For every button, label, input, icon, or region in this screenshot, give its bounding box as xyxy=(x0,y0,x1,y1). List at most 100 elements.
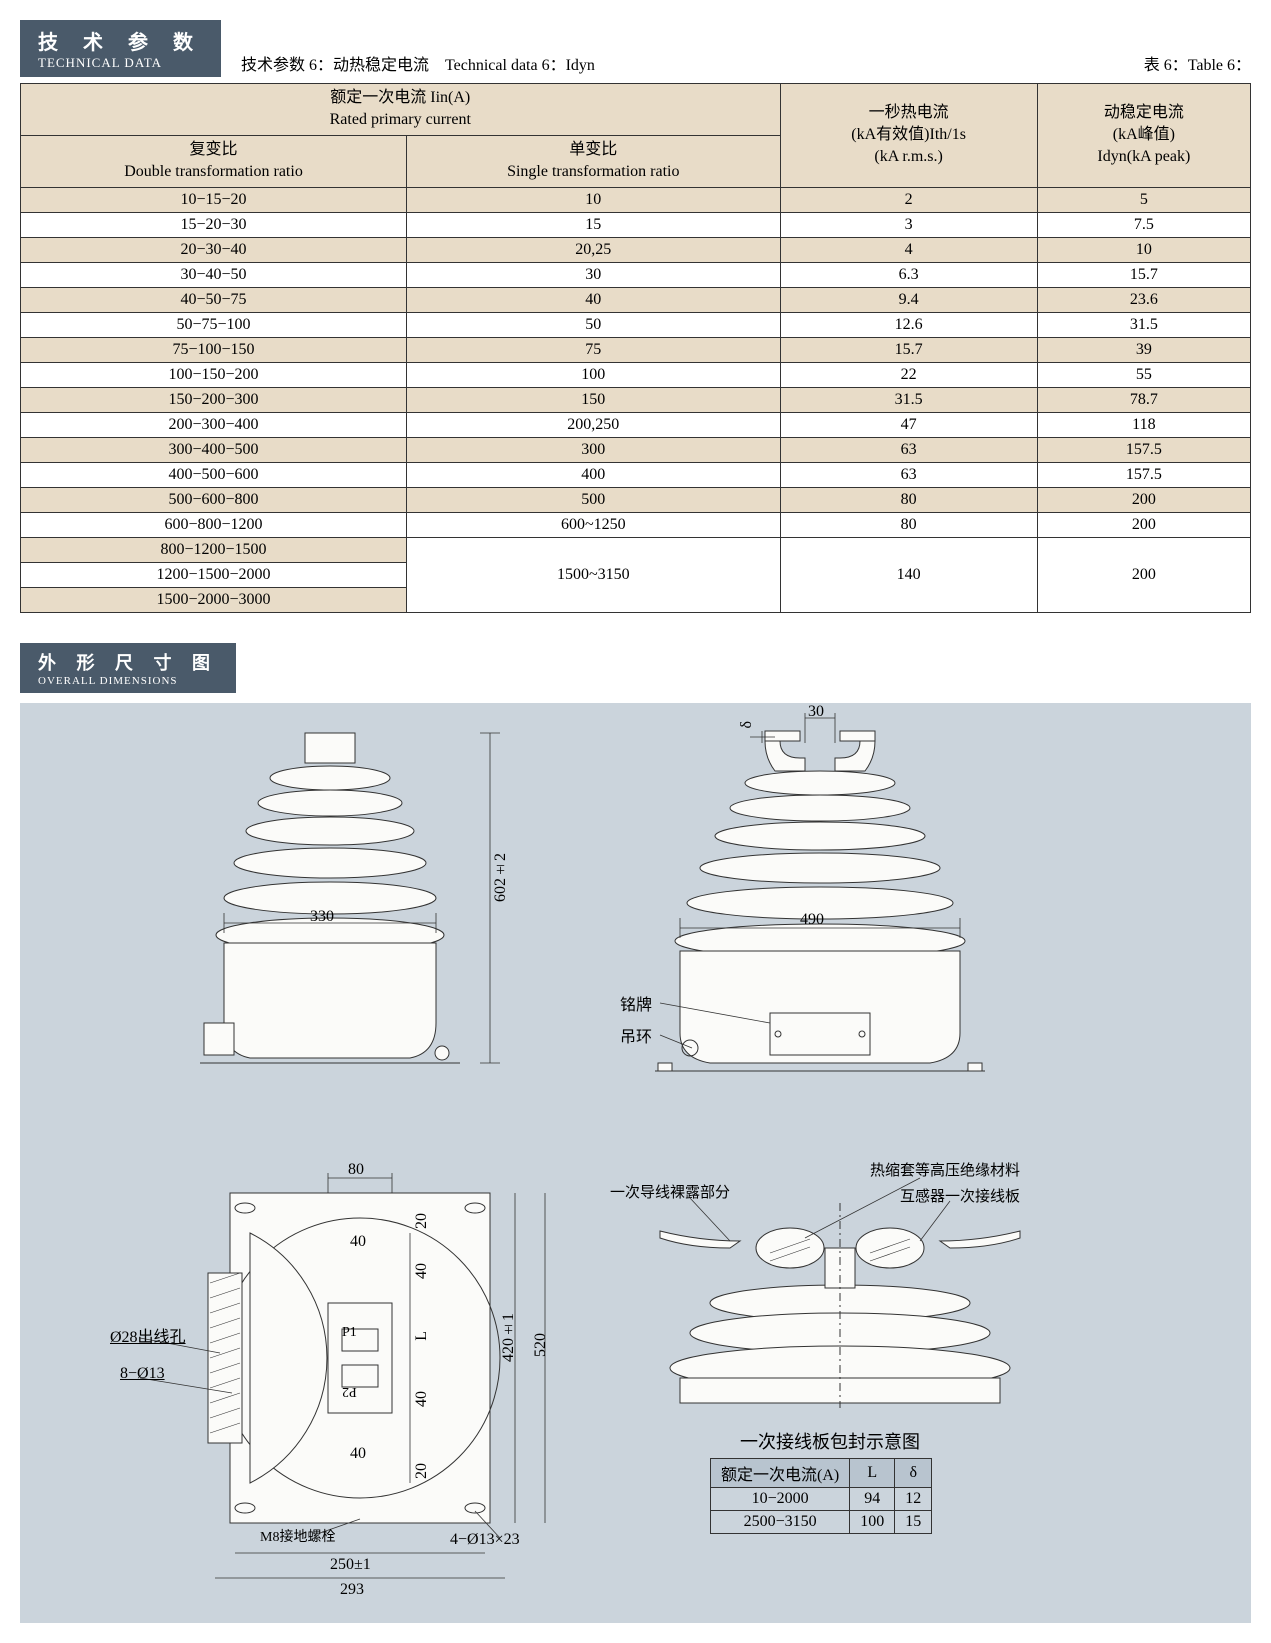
table-cell: 15−20−30 xyxy=(21,212,407,237)
mini-dimension-table: 额定一次电流(A) L δ 10−2000 94 12 2500−3150 10… xyxy=(710,1458,932,1534)
table-row: 10−15−201025 xyxy=(21,187,1251,212)
dimensions-panel: 330 602±2 xyxy=(20,703,1251,1623)
table-cell: 20−30−40 xyxy=(21,237,407,262)
label-lead-exposed: 一次导线裸露部分 xyxy=(610,1181,730,1202)
mini-r2-a: 2500−3150 xyxy=(711,1510,850,1533)
table-cell: 2 xyxy=(780,187,1037,212)
dims-header-cn: 外 形 尺 寸 图 xyxy=(38,649,218,675)
label-p1: P1 xyxy=(342,1325,357,1341)
plan-view-svg xyxy=(120,1133,590,1593)
drawing-plan-view: 80 40 40 20 40 L 40 20 420±1 520 250±1 2… xyxy=(120,1133,590,1593)
table-cell: 7.5 xyxy=(1037,212,1250,237)
table-row: 100−150−2001002255 xyxy=(21,362,1251,387)
label-transformer-board: 互感器一次接线板 xyxy=(900,1185,1020,1206)
table-cell: 30 xyxy=(407,262,781,287)
table-cell: 39 xyxy=(1037,337,1250,362)
dim-330: 330 xyxy=(310,908,334,926)
label-heat-shrink: 热缩套等高压绝缘材料 xyxy=(870,1159,1020,1180)
table-cell: 100−150−200 xyxy=(21,362,407,387)
table-cell: 157.5 xyxy=(1037,462,1250,487)
table-cell: 31.5 xyxy=(780,387,1037,412)
table-cell: 10 xyxy=(1037,237,1250,262)
label-lifting-ring: 吊环 xyxy=(620,1023,652,1047)
mini-h1: 额定一次电流(A) xyxy=(711,1458,850,1487)
mini-r2-l: 100 xyxy=(850,1510,895,1533)
table-row: 200−300−400200,25047118 xyxy=(21,412,1251,437)
mini-r1-d: 12 xyxy=(895,1487,932,1510)
table-cell: 200 xyxy=(1037,537,1250,612)
table-6-label: 表 6：Table 6： xyxy=(1144,51,1251,79)
table-cell: 15.7 xyxy=(1037,262,1250,287)
table-cell: 200,250 xyxy=(407,412,781,437)
table-row: 300−400−50030063157.5 xyxy=(21,437,1251,462)
callout-28: Ø28出线孔 xyxy=(110,1323,186,1347)
table-cell: 1200−1500−2000 xyxy=(21,562,407,587)
table-cell: 50 xyxy=(407,312,781,337)
col-single: 单变比 Single transformation ratio xyxy=(407,135,781,187)
table-cell: 5 xyxy=(1037,187,1250,212)
dim-40a: 40 xyxy=(350,1233,366,1251)
col-double: 复变比 Double transformation ratio xyxy=(21,135,407,187)
col-thermal: 一秒热电流 (kA有效值)Ith/1s (kA r.m.s.) xyxy=(780,84,1037,188)
table-cell: 150 xyxy=(407,387,781,412)
dim-293: 293 xyxy=(340,1581,364,1599)
table-row: 40−50−75409.423.6 xyxy=(21,287,1251,312)
callout-m8: M8接地螺栓 xyxy=(260,1526,335,1546)
table-cell: 300 xyxy=(407,437,781,462)
mini-r1-a: 10−2000 xyxy=(711,1487,850,1510)
table-row: 75−100−1507515.739 xyxy=(21,337,1251,362)
table-cell: 50−75−100 xyxy=(21,312,407,337)
side-elevation-svg xyxy=(620,703,1040,1103)
dim-delta: δ xyxy=(738,721,756,729)
dim-602: 602±2 xyxy=(492,853,510,902)
table-cell: 80 xyxy=(780,487,1037,512)
table-cell: 400−500−600 xyxy=(21,462,407,487)
table-cell: 200 xyxy=(1037,487,1250,512)
table-cell: 75 xyxy=(407,337,781,362)
drawing-side-elevation: 30 δ 490 铭牌 吊环 xyxy=(620,703,1040,1103)
col-primary: 额定一次电流 Iin(A) Rated primary current xyxy=(21,84,781,136)
table-cell: 31.5 xyxy=(1037,312,1250,337)
dim-L: L xyxy=(413,1331,431,1341)
table-cell: 200 xyxy=(1037,512,1250,537)
table-row: 800−1200−15001500~3150140200 xyxy=(21,537,1251,562)
table-cell: 78.7 xyxy=(1037,387,1250,412)
tech-header-badge: 技 术 参 数 TECHNICAL DATA xyxy=(20,20,221,77)
table-cell: 40−50−75 xyxy=(21,287,407,312)
table-cell: 63 xyxy=(780,462,1037,487)
dim-40b: 40 xyxy=(413,1263,431,1279)
table-cell: 1500~3150 xyxy=(407,537,781,612)
callout-8-13: 8−Ø13 xyxy=(120,1365,165,1383)
table-cell: 47 xyxy=(780,412,1037,437)
table-cell: 15 xyxy=(407,212,781,237)
dim-30: 30 xyxy=(808,703,824,721)
technical-data-table: 额定一次电流 Iin(A) Rated primary current 一秒热电… xyxy=(20,83,1251,613)
table-cell: 150−200−300 xyxy=(21,387,407,412)
table-cell: 22 xyxy=(780,362,1037,387)
table-cell: 500−600−800 xyxy=(21,487,407,512)
table-cell: 4 xyxy=(780,237,1037,262)
table-row: 400−500−60040063157.5 xyxy=(21,462,1251,487)
dim-20b: 20 xyxy=(413,1463,431,1479)
table-cell: 10−15−20 xyxy=(21,187,407,212)
dim-520: 520 xyxy=(532,1333,550,1357)
table-cell: 118 xyxy=(1037,412,1250,437)
table-cell: 400 xyxy=(407,462,781,487)
table-cell: 63 xyxy=(780,437,1037,462)
dims-header-en: OVERALL DIMENSIONS xyxy=(38,675,218,687)
table-cell: 300−400−500 xyxy=(21,437,407,462)
table-cell: 9.4 xyxy=(780,287,1037,312)
dim-80: 80 xyxy=(348,1161,364,1179)
dim-250: 250±1 xyxy=(330,1556,371,1574)
table-cell: 55 xyxy=(1037,362,1250,387)
table-cell: 140 xyxy=(780,537,1037,612)
table-row: 15−20−301537.5 xyxy=(21,212,1251,237)
dim-40c: 40 xyxy=(413,1391,431,1407)
label-nameplate: 铭牌 xyxy=(620,991,652,1015)
tech-header-en: TECHNICAL DATA xyxy=(38,55,203,71)
table-cell: 15.7 xyxy=(780,337,1037,362)
mini-r1-l: 94 xyxy=(850,1487,895,1510)
table-cell: 10 xyxy=(407,187,781,212)
tech-header-cn: 技 术 参 数 xyxy=(38,26,203,55)
table-row: 600−800−1200600~125080200 xyxy=(21,512,1251,537)
